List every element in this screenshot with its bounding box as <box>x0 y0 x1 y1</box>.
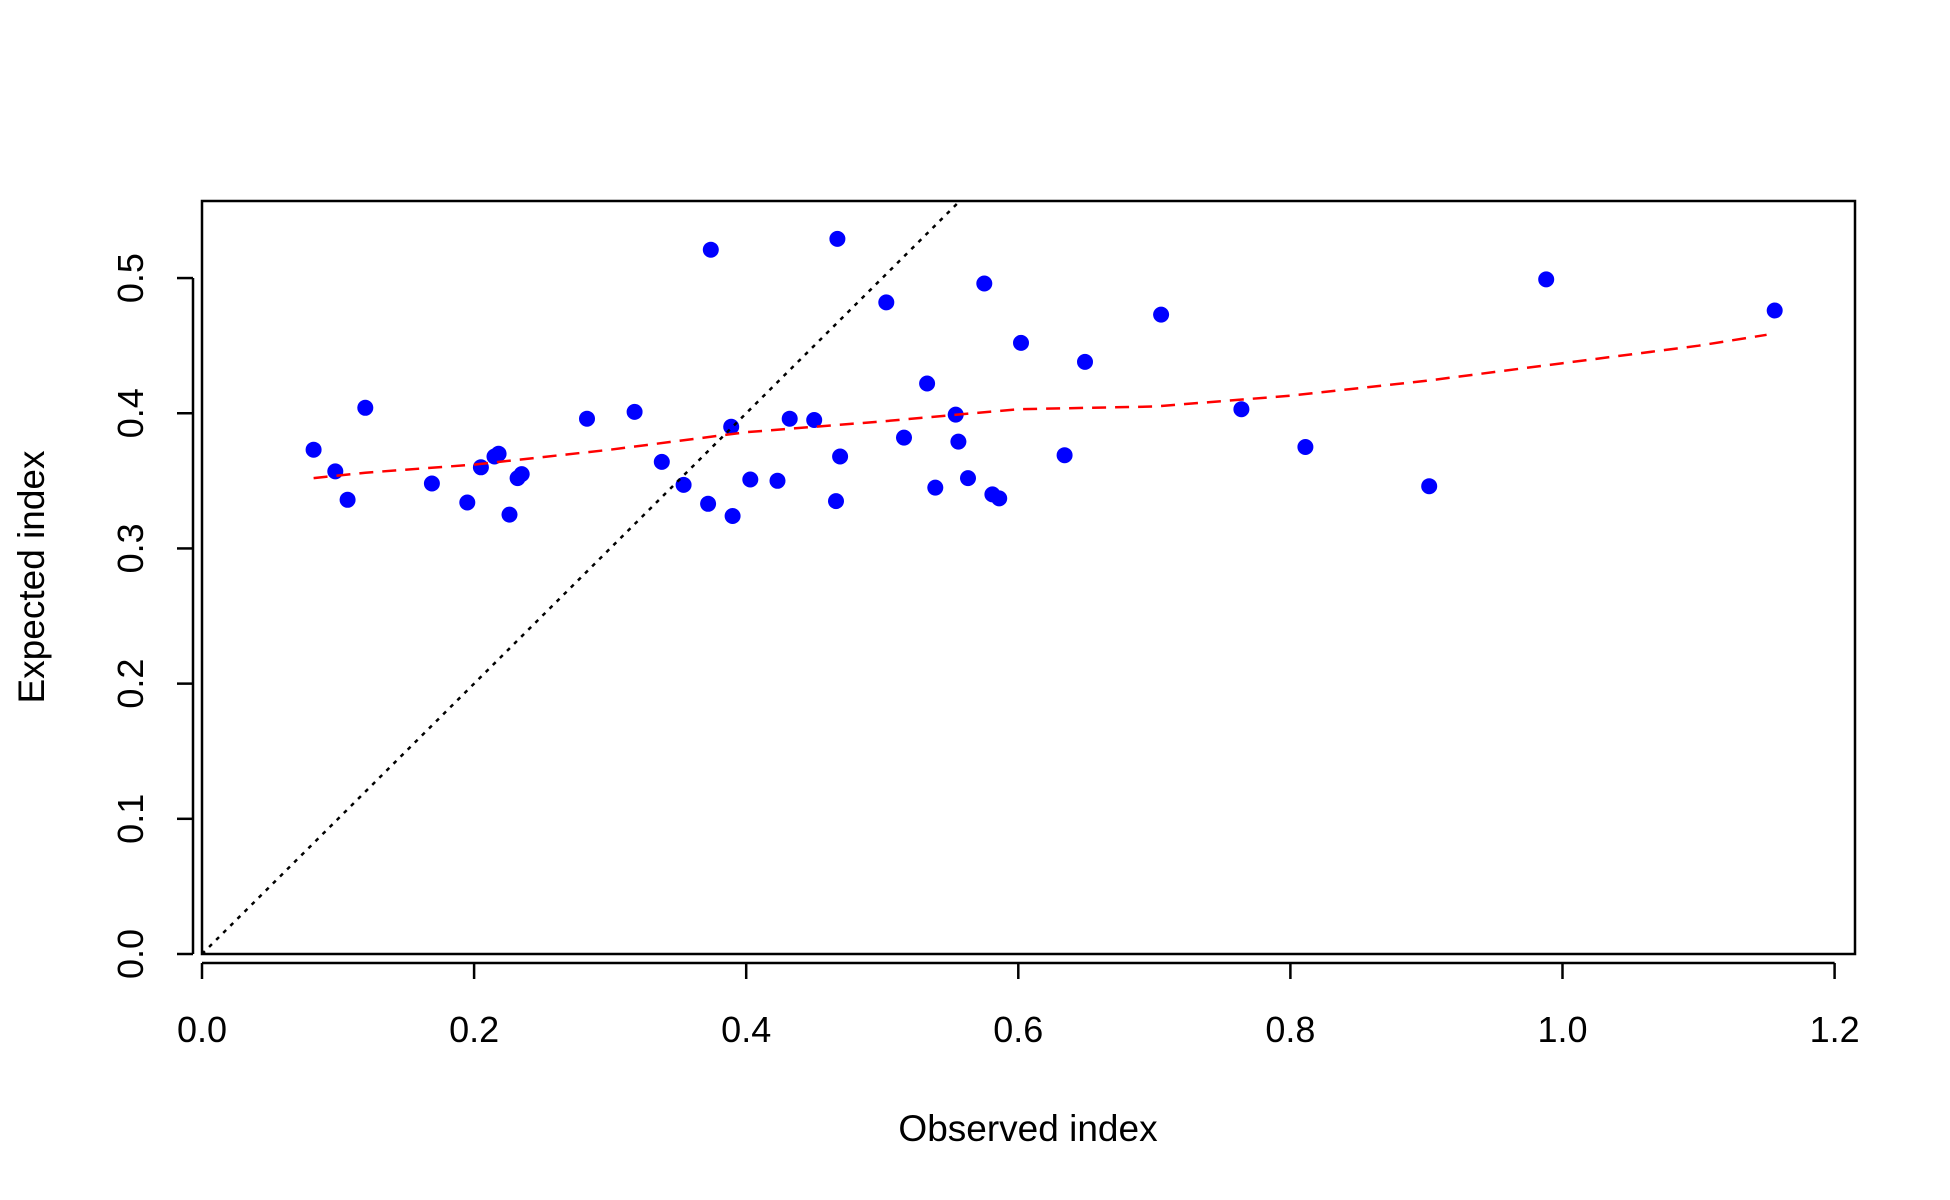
axes-layer: 0.0 0.2 0.4 0.6 0.8 1.0 1.2 0.0 0.1 0.2 0.3 0.4 0.5 <box>110 253 1860 1050</box>
data-point <box>1077 353 1093 370</box>
x-tick-label: 0.0 <box>177 1009 227 1050</box>
data-point <box>1233 401 1250 418</box>
data-point <box>878 294 895 311</box>
x-tick-label: 0.2 <box>449 1009 499 1050</box>
data-point <box>919 375 936 392</box>
plot-area <box>202 201 1783 954</box>
data-point <box>459 494 476 511</box>
data-point <box>626 403 643 420</box>
x-axis-title: Observed index <box>898 1108 1158 1149</box>
data-point <box>423 475 440 492</box>
data-point <box>828 493 844 510</box>
data-point <box>1153 306 1170 323</box>
data-point <box>976 275 993 292</box>
data-point <box>339 491 356 508</box>
y-tick-label: 0.2 <box>110 659 151 709</box>
y-tick-label: 0.1 <box>110 794 151 844</box>
identity-reference-line <box>202 201 961 954</box>
data-point <box>357 399 374 416</box>
x-tick-label: 1.0 <box>1537 1009 1587 1050</box>
x-tick-label: 1.2 <box>1810 1009 1860 1050</box>
data-point <box>305 441 322 458</box>
data-point <box>653 453 670 470</box>
data-point <box>927 479 944 496</box>
plot-frame <box>200 199 1857 956</box>
data-point <box>1056 447 1073 464</box>
data-point <box>769 472 786 489</box>
data-point <box>702 241 719 258</box>
series-layer <box>202 201 1783 954</box>
data-point <box>513 466 530 483</box>
data-point <box>991 490 1008 507</box>
data-point <box>1297 439 1314 455</box>
trend-line <box>313 333 1767 480</box>
data-point <box>700 495 717 512</box>
data-point <box>327 463 344 480</box>
data-point <box>832 448 849 465</box>
data-point <box>781 410 798 427</box>
data-point <box>950 433 967 450</box>
data-point <box>1421 478 1438 495</box>
data-point <box>742 471 759 488</box>
data-point <box>724 508 741 524</box>
y-tick-label: 0.0 <box>110 929 151 979</box>
data-point <box>829 230 846 247</box>
data-point <box>579 410 595 427</box>
data-point <box>960 470 976 487</box>
y-tick-label: 0.3 <box>110 523 151 573</box>
y-tick-label: 0.5 <box>110 253 151 303</box>
y-axis-title: Expected index <box>11 450 52 704</box>
data-point <box>806 412 823 428</box>
data-point <box>1013 334 1029 351</box>
x-tick-label: 0.6 <box>993 1009 1043 1050</box>
y-tick-label: 0.4 <box>110 388 151 438</box>
x-tick-label: 0.8 <box>1265 1009 1315 1050</box>
data-point <box>501 506 518 523</box>
data-point <box>896 429 912 446</box>
data-point <box>472 459 489 476</box>
data-point <box>1538 271 1555 288</box>
x-tick-label: 0.4 <box>721 1009 771 1050</box>
data-point <box>490 445 507 462</box>
data-point <box>1766 302 1783 319</box>
